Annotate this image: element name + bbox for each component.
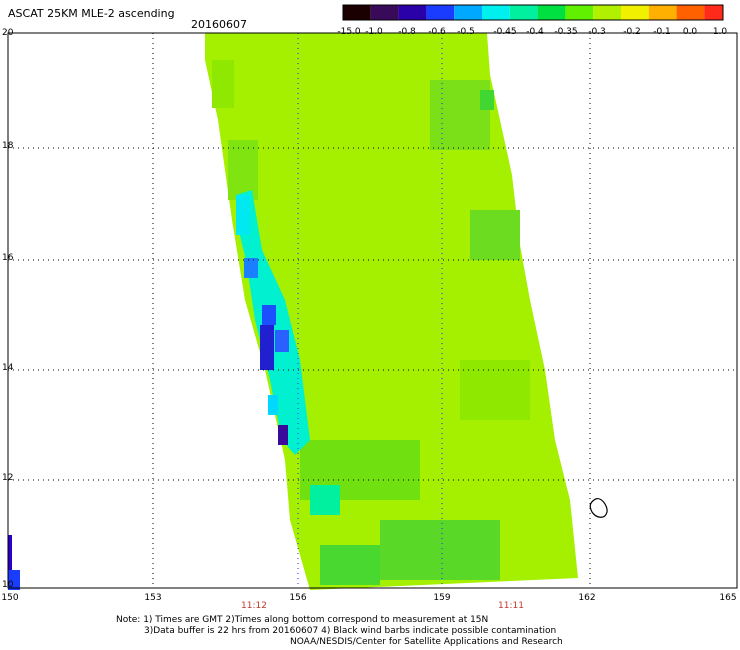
lon-label: 159 [433,593,451,603]
colorbar-swatch [398,5,427,20]
colorbar-swatch [648,5,677,20]
colorbar-swatch [704,5,723,20]
colorbar-swatch [426,5,455,20]
note-line: 3)Data buffer is 22 hrs from 20160607 4)… [144,626,557,636]
time-label: 11:12 [241,601,267,611]
lon-label: 153 [144,593,162,603]
lat-label: 14 [2,363,14,373]
colorbar-tick: -0.2 [623,27,641,37]
note-line: Note: 1) Times are GMT 2)Times along bot… [116,615,489,625]
colorbar-swatch [370,5,399,20]
note-line: NOAA/NESDIS/Center for Satellite Applica… [290,637,563,647]
colorbar-tick: -0.8 [398,27,416,37]
map-frame [7,32,738,589]
data-swath [8,33,578,590]
colorbar-tick: -15.0 [337,27,361,37]
colorbar-swatch [565,5,594,20]
map-date: 20160607 [191,18,247,31]
colorbar-tick: -0.35 [554,27,578,37]
colorbar [342,4,724,21]
colorbar-swatch [482,5,510,20]
lon-label: 150 [1,593,19,603]
colorbar-frame [342,4,724,21]
lat-label: 16 [2,253,14,263]
time-label: 11:11 [498,601,524,611]
colorbar-tick: -0.4 [526,27,544,37]
colorbar-swatch [509,5,538,20]
colorbar-tick: -0.5 [457,27,475,37]
colorbar-swatch [593,5,621,20]
island-outline [589,498,608,518]
lat-label: 18 [2,141,14,151]
lat-label: 10 [2,580,14,590]
colorbar-swatch [621,5,649,20]
map-title: ASCAT 25KM MLE-2 ascending [8,7,175,20]
lon-label: 156 [289,593,307,603]
colorbar-tick: 1.0 [712,27,728,37]
colorbar-tick: -1.0 [365,27,383,37]
lat-label: 20 [2,28,14,38]
lat-label: 12 [2,473,14,483]
colorbar-swatch [676,5,705,20]
colorbar-swatch [537,5,566,20]
colorbar-swatch [343,5,371,20]
colorbar-tick: -0.3 [588,27,606,37]
colorbar-tick: 0.0 [682,27,698,37]
colorbar-tick: -0.6 [428,27,446,37]
colorbar-tick: -0.1 [653,27,671,37]
colorbar-swatch [454,5,482,20]
lon-label: 165 [719,593,737,603]
colorbar-tick: -0.45 [493,27,517,37]
lon-label: 162 [578,593,596,603]
